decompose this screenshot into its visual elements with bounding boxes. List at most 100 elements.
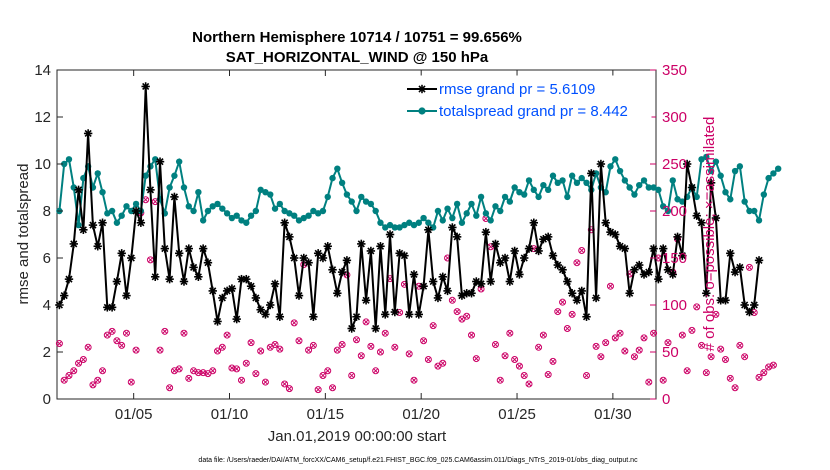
obs-possible-point — [161, 327, 169, 335]
obs-assimilated-mark — [162, 328, 168, 334]
x-tick-label: 01/20 — [402, 406, 440, 423]
rmse-point — [448, 223, 457, 232]
rmse-point — [500, 253, 510, 263]
rmse-point — [452, 232, 462, 242]
obs-assimilated-mark — [205, 371, 211, 377]
totalspread-point — [334, 165, 341, 172]
obs-possible-point — [635, 346, 643, 354]
obs-possible-point — [180, 329, 188, 337]
rmse-point — [165, 274, 174, 284]
x-tick-label: 01/05 — [115, 406, 153, 423]
totalspread-point — [535, 193, 542, 201]
rmse-point — [299, 253, 308, 263]
obs-possible-point — [295, 337, 303, 345]
totalspread-point — [262, 189, 269, 196]
totalspread-point — [386, 221, 394, 229]
rmse-point — [558, 265, 567, 274]
totalspread-point — [65, 156, 73, 163]
obs-assimilated-mark — [119, 342, 125, 348]
totalspread-point — [219, 205, 226, 212]
totalspread-point — [645, 184, 653, 191]
obs-possible-point — [645, 378, 653, 386]
obs-assimilated-mark — [698, 342, 705, 348]
rmse-point — [668, 270, 677, 279]
totalspread-point — [247, 212, 255, 219]
obs-possible-point — [554, 308, 562, 316]
obs-possible-point — [65, 372, 73, 379]
obs-possible-point — [664, 339, 672, 347]
obs-possible-point — [420, 337, 428, 345]
obs-possible-point — [166, 384, 174, 392]
rmse-point — [481, 227, 491, 237]
obs-possible-point — [214, 347, 222, 355]
y-tick-label: 0 — [43, 391, 51, 408]
totalspread-point — [128, 207, 135, 215]
obs-possible-point — [640, 334, 648, 342]
obs-assimilated-mark — [358, 353, 364, 359]
rmse-point — [83, 129, 93, 138]
obs-assimilated-mark — [564, 325, 570, 332]
rmse-point — [400, 251, 409, 260]
legend-rmse-marker — [417, 84, 427, 94]
right-tick-label: 200 — [662, 203, 687, 220]
totalspread-series — [56, 153, 782, 231]
rmse-point — [333, 289, 342, 298]
obs-possible-point — [281, 380, 289, 388]
totalspread-point — [439, 217, 446, 224]
totalspread-point — [664, 207, 672, 215]
obs-assimilated-mark — [607, 283, 614, 289]
obs-assimilated-mark — [631, 354, 637, 360]
obs-assimilated-mark — [718, 346, 724, 352]
totalspread-point — [626, 184, 633, 191]
obs-assimilated-mark — [176, 366, 182, 372]
rmse-point — [275, 312, 285, 321]
rmse-point — [414, 310, 423, 319]
obs-possible-point — [506, 329, 514, 337]
obs-assimilated-mark — [133, 347, 139, 353]
obs-possible-point — [376, 348, 384, 356]
rmse-point — [678, 251, 687, 260]
rmse-point — [179, 277, 189, 286]
totalspread-point — [564, 193, 571, 201]
obs-possible-point — [659, 376, 667, 384]
obs-assimilated-mark — [703, 370, 709, 376]
totalspread-point — [94, 170, 101, 177]
obs-assimilated-mark — [617, 330, 623, 336]
rmse-point — [567, 289, 577, 298]
obs-possible-point — [290, 319, 298, 327]
legend: rmse grand pr = 5.6109 totalspread grand… — [402, 75, 652, 127]
totalspread-point — [223, 210, 231, 217]
obs-possible-point — [496, 376, 504, 384]
rmse-point — [735, 263, 745, 272]
obs-possible-point — [568, 310, 576, 318]
right-tick-label: 300 — [662, 109, 687, 126]
obs-assimilated-mark — [468, 332, 475, 338]
obs-possible-point — [602, 339, 610, 347]
obs-assimilated-mark — [435, 363, 441, 369]
totalspread-point — [655, 186, 662, 194]
obs-assimilated-mark — [560, 299, 566, 305]
obs-assimilated-mark — [109, 328, 115, 334]
obs-assimilated-mark — [95, 377, 101, 383]
rmse-point — [112, 277, 122, 286]
obs-assimilated-mark — [66, 372, 72, 379]
totalspread-point — [774, 165, 782, 172]
rmse-point — [726, 249, 735, 258]
obs-possible-point — [597, 353, 605, 361]
obs-assimilated-mark — [186, 375, 192, 381]
totalspread-point — [295, 217, 303, 224]
obs-assimilated-mark — [291, 320, 297, 326]
totalspread-point — [746, 207, 753, 215]
rmse-point — [64, 274, 74, 284]
obs-assimilated-mark — [727, 375, 733, 381]
rmse-point — [117, 249, 126, 258]
obs-possible-point — [99, 367, 107, 375]
totalspread-point — [578, 174, 585, 182]
y-tick-label: 4 — [43, 297, 51, 314]
totalspread-point — [382, 224, 389, 231]
totalspread-point — [358, 193, 365, 201]
totalspread-point — [329, 174, 336, 182]
obs-possible-point — [745, 263, 753, 271]
totalspread-point — [233, 212, 240, 219]
obs-assimilated-mark — [377, 349, 384, 355]
